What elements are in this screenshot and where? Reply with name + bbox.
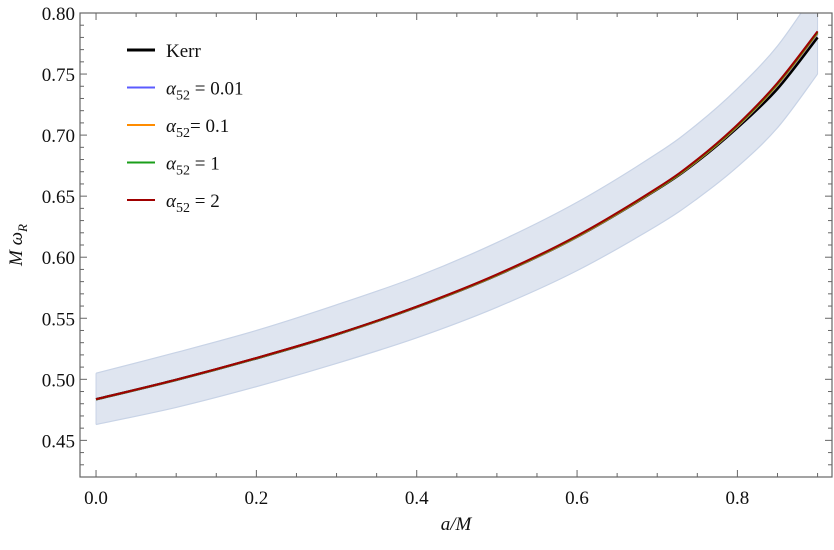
x-tick-label: 0.2 bbox=[245, 488, 269, 509]
x-tick-label: 0.6 bbox=[565, 488, 589, 509]
y-tick-label: 0.55 bbox=[42, 309, 75, 330]
x-axis-label: a/M bbox=[441, 514, 473, 535]
band-area bbox=[96, 13, 818, 425]
x-tick-label: 0.4 bbox=[405, 488, 429, 509]
legend-label-2: α52= 0.1 bbox=[166, 116, 229, 141]
y-tick-label: 0.80 bbox=[42, 4, 75, 25]
band-upper-edge bbox=[95, 13, 802, 374]
y-tick-label: 0.65 bbox=[42, 187, 75, 208]
legend-label-0: Kerr bbox=[166, 41, 201, 62]
series-line-4 bbox=[95, 30, 819, 401]
y-tick-label: 0.70 bbox=[42, 126, 75, 147]
x-tick-label: 0.0 bbox=[84, 488, 108, 509]
y-axis-label: M ωR bbox=[6, 224, 30, 267]
y-tick-label: 0.45 bbox=[42, 431, 75, 452]
y-tick-label: 0.60 bbox=[42, 248, 75, 269]
legend: Kerr α52 = 0.01 α52= 0.1 α52 = 1 α52 = 2 bbox=[127, 41, 243, 216]
legend-label-1: α52 = 0.01 bbox=[166, 79, 243, 104]
legend-label-3: α52 = 1 bbox=[166, 154, 220, 179]
y-tick-label: 0.50 bbox=[42, 370, 75, 391]
band-lower-edge bbox=[95, 73, 819, 426]
legend-label-4: α52 = 2 bbox=[166, 191, 220, 216]
x-tick-label: 0.8 bbox=[726, 488, 750, 509]
axes: 0.0 0.2 0.4 0.6 0.8 0.45 0.50 0.55 0.60 0.65 0.70 0… bbox=[42, 4, 833, 509]
series-lines bbox=[95, 30, 819, 401]
uncertainty-band bbox=[95, 13, 819, 426]
y-tick-label: 0.75 bbox=[42, 65, 75, 86]
